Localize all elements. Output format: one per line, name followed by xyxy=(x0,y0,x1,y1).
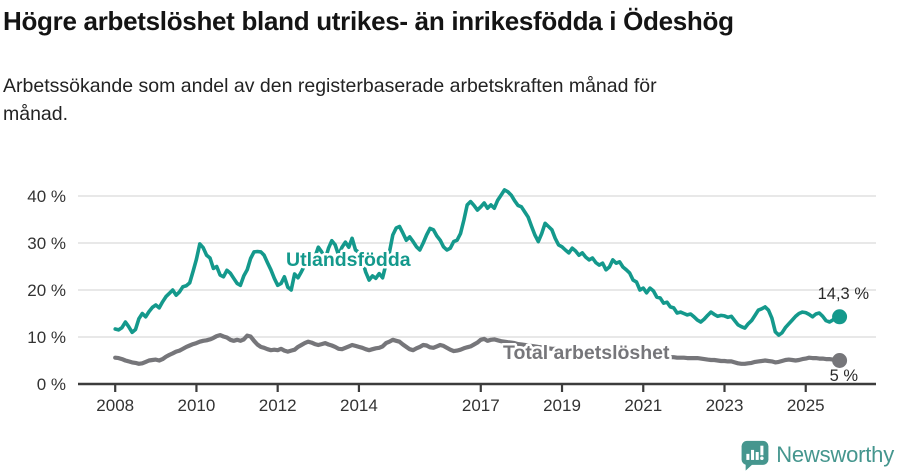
axis-group: 0 % 10 % 20 % 30 % 40 % 2008 2010 2012 2014 2017 2… xyxy=(27,187,876,415)
series-group xyxy=(113,188,848,368)
x-tick-label: 2010 xyxy=(178,396,216,415)
x-tick-label: 2025 xyxy=(787,396,825,415)
newsworthy-logo[interactable]: Newsworthy xyxy=(741,440,894,471)
x-tick-label: 2014 xyxy=(340,396,378,415)
x-tick-label: 2008 xyxy=(96,396,134,415)
x-tick-label: 2019 xyxy=(543,396,581,415)
y-tick-label: 0 % xyxy=(37,375,66,394)
chart-title: Högre arbetslöshet bland utrikes- än inr… xyxy=(3,6,734,36)
labels-group: Utlandsfödda Total arbetslöshet 14,3 % 5 % xyxy=(284,247,870,386)
end-value-label-total: 5 % xyxy=(830,367,859,385)
y-tick-label: 20 % xyxy=(27,281,66,300)
x-tick-label: 2021 xyxy=(624,396,662,415)
newsworthy-logo-text: Newsworthy xyxy=(776,442,894,467)
series-line-total xyxy=(113,333,842,366)
series-end-dot-utlandsfodda xyxy=(832,309,848,325)
end-value-label-utlandsfodda: 14,3 % xyxy=(818,285,870,303)
x-tick-label: 2023 xyxy=(706,396,744,415)
chart-subtitle: Arbetssökande som andel av den registerb… xyxy=(3,72,863,128)
x-tick-label: 2012 xyxy=(259,396,297,415)
series-label-utlandsfodda: Utlandsfödda xyxy=(286,249,411,271)
series-line-utlandsfodda xyxy=(113,188,842,337)
y-tick-label: 40 % xyxy=(27,187,66,206)
series-end-dot-total xyxy=(832,353,848,368)
y-tick-label: 10 % xyxy=(27,328,66,347)
newsworthy-chart-bubble-icon xyxy=(741,440,769,471)
y-tick-label: 30 % xyxy=(27,234,66,253)
chart-subtitle-line1: Arbetssökande som andel av den registerb… xyxy=(3,75,657,97)
chart-subtitle-line2: månad. xyxy=(3,103,69,125)
x-tick-label: 2017 xyxy=(462,396,500,415)
series-label-total-arbetsloshet: Total arbetslöshet xyxy=(503,342,670,364)
